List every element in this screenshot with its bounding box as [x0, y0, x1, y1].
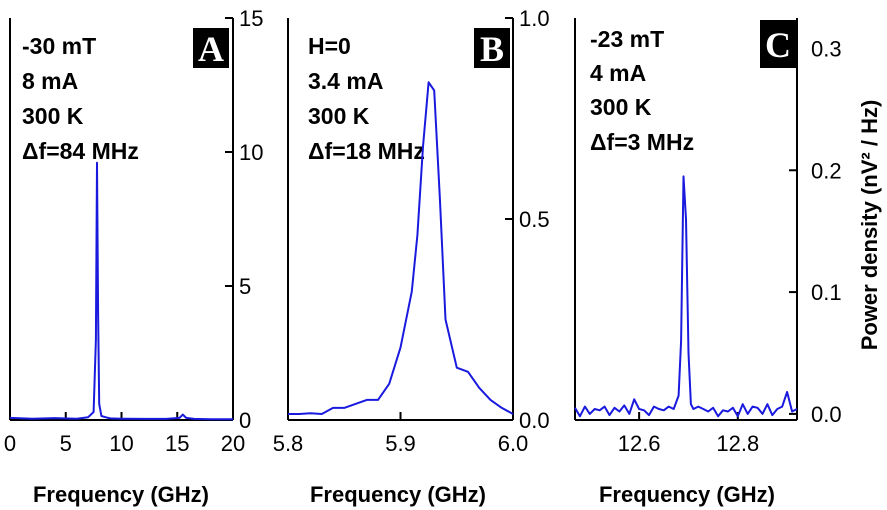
- spectrum-line: [288, 81, 514, 415]
- annotation-linewidth: Δf=84 MHz: [22, 138, 139, 164]
- panel-label-box: [474, 28, 510, 68]
- y-tick-label: 0.2: [811, 158, 842, 183]
- y-tick-label: 0.3: [811, 36, 842, 61]
- annotation-current: 3.4 mA: [308, 68, 383, 94]
- panel-label: C: [765, 25, 791, 65]
- panel-label-box: [760, 20, 796, 68]
- x-tick-label: 5.8: [273, 431, 304, 456]
- panel-c: -23 mT 4 mA 300 K Δf=3 MHz C Frequency (…: [574, 18, 882, 507]
- x-tick-label: 10: [109, 431, 133, 456]
- annotation-field: -23 mT: [590, 26, 664, 52]
- x-tick-label: 5: [60, 431, 72, 456]
- annotation-current: 4 mA: [590, 60, 646, 86]
- x-axis-title: Frequency (GHz): [599, 482, 775, 507]
- y-tick-label: 0.1: [811, 280, 842, 305]
- annotation-linewidth: Δf=3 MHz: [590, 129, 694, 155]
- x-axis-title: Frequency (GHz): [310, 482, 486, 507]
- x-axis-title: Frequency (GHz): [33, 482, 209, 507]
- panel-label: A: [198, 29, 224, 69]
- annotation-temperature: 300 K: [308, 103, 370, 129]
- y-axis-title: Power density (nV² / Hz): [857, 100, 882, 351]
- y-tick-label: 0.0: [811, 402, 842, 427]
- x-tick-label: 6.0: [498, 431, 529, 456]
- y-tick-label: 0: [239, 408, 251, 433]
- x-tick-label: 5.9: [385, 431, 416, 456]
- x-tick-label: 15: [165, 431, 189, 456]
- x-tick-label: 0: [4, 431, 16, 456]
- y-tick-label: 5: [239, 274, 251, 299]
- spectrum-line: [9, 161, 233, 421]
- annotation-linewidth: Δf=18 MHz: [308, 138, 425, 164]
- panel-label: B: [480, 29, 504, 69]
- panel-b: H=0 3.4 mA 300 K Δf=18 MHz B Frequency (…: [273, 6, 550, 507]
- panel-a: -30 mT 8 mA 300 K Δf=84 MHz A Frequency …: [4, 6, 264, 507]
- y-tick-label: 0.5: [519, 207, 550, 232]
- x-tick-label: 20: [221, 431, 245, 456]
- annotation-current: 8 mA: [22, 68, 78, 94]
- annotation-temperature: 300 K: [590, 94, 652, 120]
- annotation-field: H=0: [308, 33, 351, 59]
- y-tick-label: 10: [239, 140, 263, 165]
- annotation-temperature: 300 K: [22, 103, 84, 129]
- spectrum-line: [574, 175, 798, 418]
- panel-label-box: [193, 28, 229, 68]
- x-tick-label: 12.6: [618, 431, 661, 456]
- y-tick-label: 15: [239, 6, 263, 31]
- y-tick-label: 1.0: [519, 6, 550, 31]
- x-tick-label: 12.8: [716, 431, 759, 456]
- annotation-field: -30 mT: [22, 33, 96, 59]
- y-tick-label: 0.0: [519, 408, 550, 433]
